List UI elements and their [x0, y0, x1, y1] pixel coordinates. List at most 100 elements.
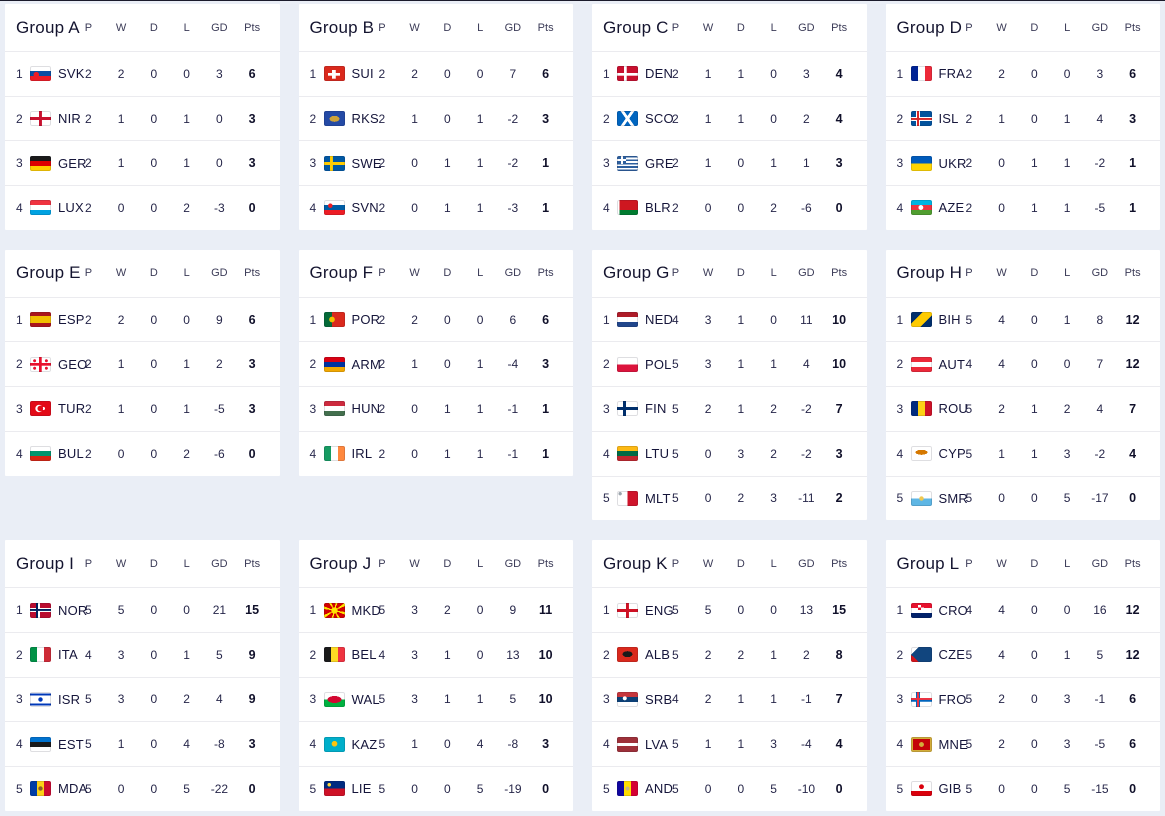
stat-w: 3: [411, 603, 418, 618]
stat-pts: 6: [248, 312, 256, 327]
stat-pts: 0: [542, 781, 550, 796]
team-code: MLT: [645, 490, 671, 506]
stat-p: 2: [378, 66, 386, 81]
team-cell: 1 ENG: [603, 602, 674, 618]
stat-pts: 6: [542, 312, 550, 327]
team-code: ALB: [645, 647, 671, 663]
rks-flag-icon: [323, 111, 345, 127]
group-title: Group H: [896, 263, 963, 283]
stat-gd: -2: [801, 446, 812, 461]
team-code: MKD: [351, 602, 381, 618]
stat-w: 2: [998, 66, 1005, 81]
stat-l: 0: [770, 312, 777, 327]
column-header: Pts: [537, 267, 554, 280]
team-position: 2: [309, 111, 317, 126]
stat-p: 4: [378, 647, 386, 662]
stat-p: 2: [965, 200, 973, 215]
column-header: GD: [798, 557, 815, 570]
column-header: W: [115, 557, 127, 570]
column-header: P: [671, 21, 680, 34]
column-header: D: [443, 21, 452, 34]
team-position: 5: [16, 781, 23, 796]
team-row: 2 ARM 2 1 0 1 -4 3: [298, 342, 573, 388]
stat-l: 1: [476, 446, 484, 461]
group-header-row: Group G P W D L GD Pts: [592, 250, 867, 298]
team-row: 3 SRB 4 2 1 1 -1 7: [592, 678, 867, 723]
stat-pts: 3: [1129, 111, 1137, 126]
bul-flag-icon: [30, 446, 51, 462]
stat-w: 3: [704, 357, 712, 372]
stat-gd: -5: [1094, 737, 1106, 752]
team-code: IRL: [351, 446, 373, 462]
stat-l: 1: [183, 357, 190, 372]
stat-p: 5: [672, 781, 679, 796]
team-code: SVN: [351, 200, 379, 216]
team-cell: 4 KAZ: [309, 736, 377, 752]
team-code: ISL: [938, 111, 959, 127]
stat-pts: 1: [542, 446, 550, 461]
stat-gd: 4: [1096, 401, 1104, 416]
stat-gd: -2: [1094, 446, 1106, 461]
stat-l: 0: [770, 603, 777, 618]
stat-gd: -11: [798, 491, 815, 506]
stat-gd: -2: [1094, 156, 1106, 171]
column-header: D: [736, 21, 745, 34]
group-rows: 1 NED 4 3 1 0 11 10 2 POL 5 3 1 1 4 10 3 FIN 5 2 1 2 -2 7 4 LTU 5 0…: [592, 298, 867, 520]
stat-gd: -5: [214, 401, 225, 416]
stat-pts: 3: [248, 401, 256, 416]
nor-flag-icon: [30, 602, 51, 618]
team-code: GER: [58, 155, 87, 171]
stat-pts: 3: [248, 357, 256, 372]
team-row: 4 LUX 2 0 0 2 -3 0: [5, 186, 280, 230]
group-title: Group K: [603, 553, 668, 573]
team-position: 4: [16, 446, 23, 461]
stat-gd: 2: [803, 111, 810, 126]
stat-p: 5: [965, 647, 973, 662]
stat-gd: -1: [507, 446, 519, 461]
column-header: P: [671, 557, 680, 570]
column-header: W: [996, 557, 1007, 570]
stat-pts: 12: [1125, 603, 1140, 618]
team-row: 2 NIR 2 1 0 1 0 3: [5, 97, 280, 142]
team-position: 4: [309, 737, 317, 752]
wal-flag-icon: [323, 691, 345, 707]
stat-d: 1: [737, 692, 745, 707]
team-cell: 3 WAL: [310, 691, 380, 707]
group-table: Group L P W D L GD Pts 1 CRO 4 4 0 0 16 12 2 CZE 5 4 0 1 5 1…: [885, 540, 1160, 811]
stat-w: 0: [998, 491, 1005, 506]
stat-pts: 11: [539, 603, 553, 618]
team-row: 3 GER 2 1 0 1 0 3: [5, 141, 280, 187]
team-code: WAL: [351, 691, 380, 707]
stat-p: 2: [85, 200, 92, 215]
column-header: L: [1064, 267, 1071, 280]
team-position: 2: [309, 647, 317, 662]
team-code: LIE: [351, 781, 372, 797]
team-code: POR: [351, 312, 381, 328]
den-flag-icon: [617, 66, 638, 82]
team-position: 2: [603, 357, 610, 372]
team-row: 2 AUT 4 4 0 0 7 12: [885, 342, 1160, 388]
stat-p: 2: [378, 200, 386, 215]
stat-l: 0: [1063, 66, 1071, 81]
sui-flag-icon: [323, 66, 345, 82]
team-cell: 4 EST: [16, 736, 84, 752]
team-cell: 2 CZE: [897, 647, 965, 663]
team-cell: 3 SRB: [603, 691, 672, 707]
stat-pts: 10: [538, 692, 553, 707]
stat-p: 5: [965, 312, 973, 327]
eng-flag-icon: [617, 602, 638, 618]
stat-w: 1: [704, 111, 712, 126]
column-header: D: [443, 557, 452, 570]
stat-d: 0: [444, 781, 451, 796]
stat-gd: -3: [507, 200, 519, 215]
stat-d: 1: [1031, 401, 1038, 416]
column-header: L: [770, 21, 777, 34]
stat-pts: 4: [1129, 446, 1137, 461]
column-header: P: [378, 557, 386, 570]
team-row: 1 FRA 2 2 0 0 3 6: [885, 52, 1160, 97]
stat-w: 2: [998, 692, 1005, 707]
group-table: Group B P W D L GD Pts 1 SUI 2 2 0 0 7 6 2 RKS 2 1 0 1 -2 3 3…: [298, 4, 573, 230]
stat-gd: -3: [214, 200, 225, 215]
isr-flag-icon: [30, 691, 51, 707]
stat-gd: -2: [507, 156, 519, 171]
